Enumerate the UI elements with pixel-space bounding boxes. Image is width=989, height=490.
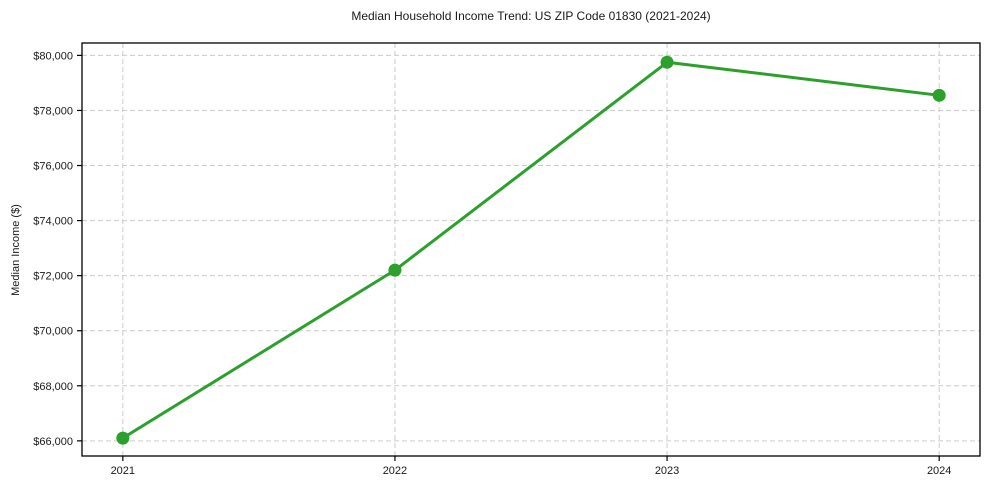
data-point-2024 (932, 88, 946, 102)
x-tick-label: 2024 (927, 465, 951, 477)
data-point-2022 (388, 263, 402, 277)
chart-title: Median Household Income Trend: US ZIP Co… (351, 9, 711, 23)
y-tick-label: $80,000 (33, 50, 73, 62)
y-tick-label: $68,000 (33, 381, 73, 393)
y-tick-label: $76,000 (33, 161, 73, 173)
y-tick-label: $74,000 (33, 216, 73, 228)
y-tick-label: $66,000 (33, 436, 73, 448)
y-tick-label: $72,000 (33, 271, 73, 283)
plot-border (81, 42, 981, 457)
y-tick-label: $70,000 (33, 326, 73, 338)
trend-line (121, 60, 941, 440)
data-point-2023 (660, 55, 674, 69)
x-tick-label: 2023 (655, 465, 679, 477)
y-tick-label: $78,000 (33, 105, 73, 117)
x-tick-label: 2022 (383, 465, 407, 477)
data-point-2021 (116, 431, 130, 445)
x-tick-label: 2021 (111, 465, 135, 477)
